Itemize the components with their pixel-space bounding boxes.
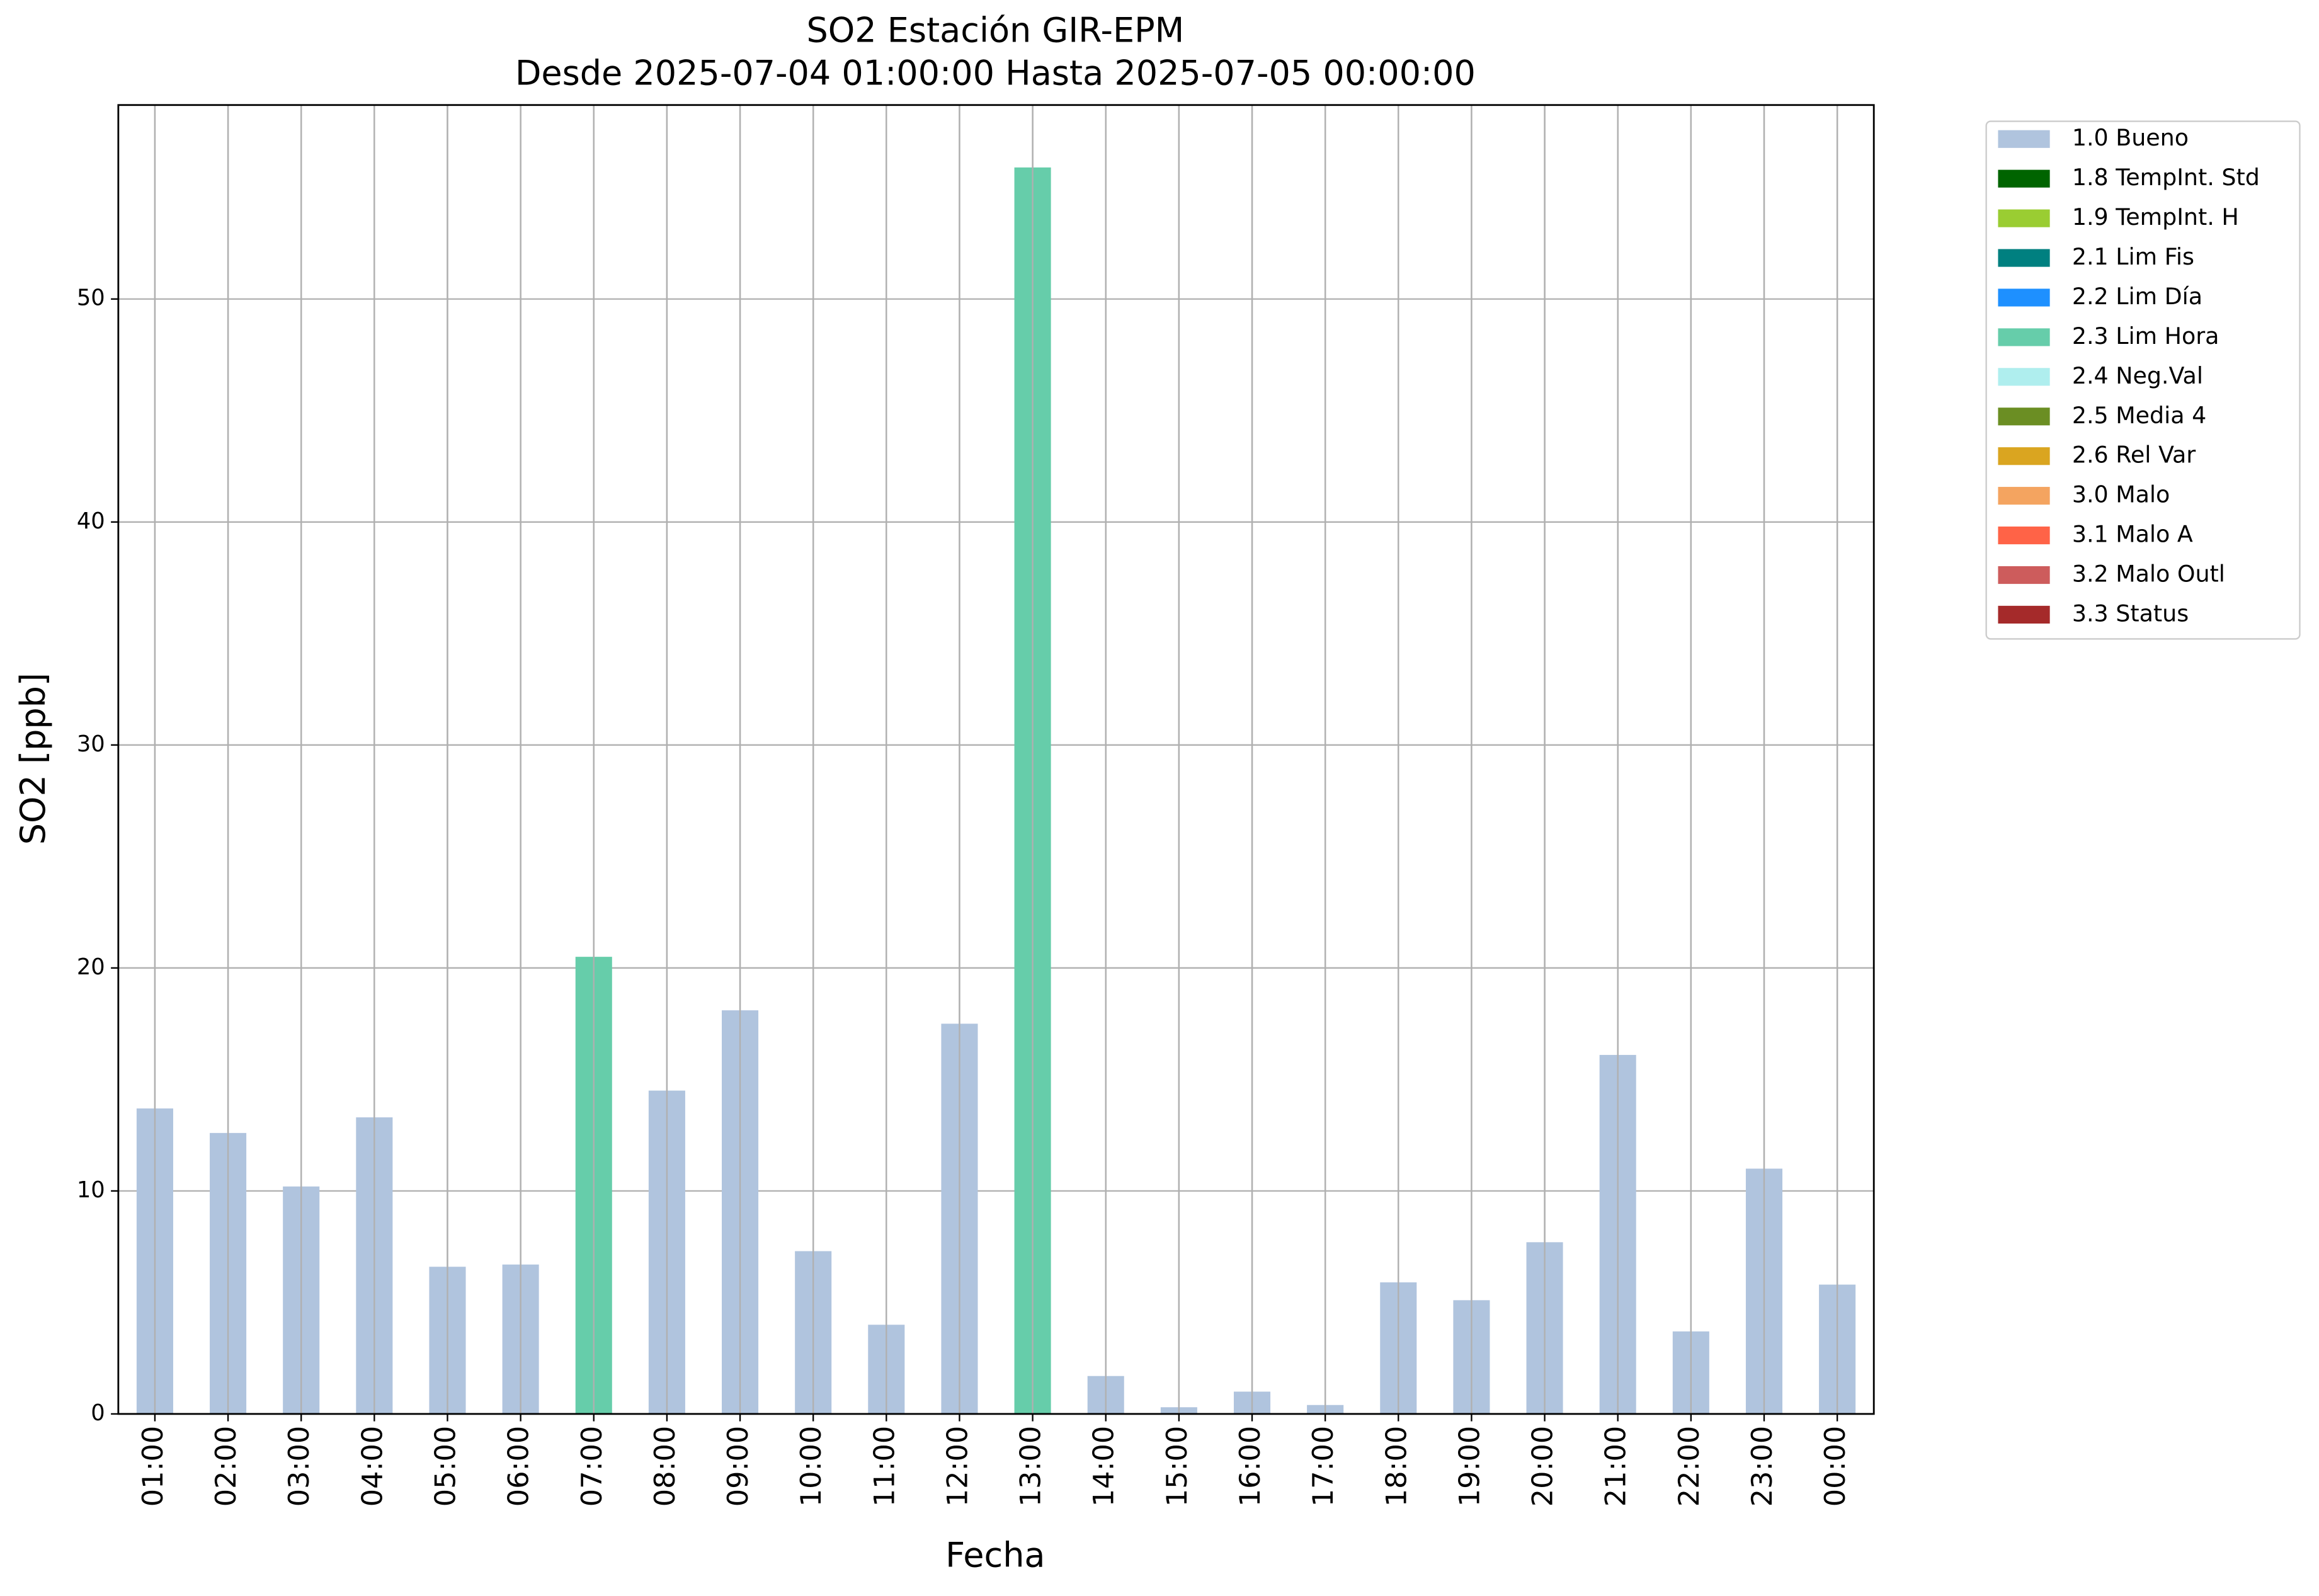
x-tick-label: 04:00 [356, 1426, 389, 1507]
legend-label: 3.0 Malo [2072, 481, 2170, 508]
y-tick-label: 40 [77, 508, 105, 534]
x-tick-label: 13:00 [1015, 1426, 1047, 1507]
legend-swatch [1998, 130, 2050, 148]
x-tick-label: 23:00 [1746, 1426, 1779, 1507]
x-tick-label: 16:00 [1234, 1426, 1267, 1507]
plot-frame [117, 104, 1875, 1415]
y-tick-label: 30 [77, 731, 105, 757]
legend-swatch [1998, 328, 2050, 346]
x-tick-label: 06:00 [503, 1426, 535, 1507]
x-tick-label: 11:00 [868, 1426, 901, 1507]
legend-swatch [1998, 249, 2050, 267]
legend-swatch [1998, 169, 2050, 188]
legend-label: 3.3 Status [2072, 600, 2189, 627]
x-tick-label: 01:00 [137, 1426, 169, 1507]
legend-label: 2.3 Lim Hora [2072, 322, 2219, 350]
x-tick-label: 18:00 [1380, 1426, 1413, 1507]
y-tick-label: 50 [77, 285, 105, 311]
x-tick-label: 03:00 [283, 1426, 316, 1507]
x-tick-label: 09:00 [722, 1426, 755, 1507]
legend-label: 3.2 Malo Outl [2072, 561, 2225, 588]
legend-label: 1.0 Bueno [2072, 124, 2189, 151]
x-tick-label: 21:00 [1600, 1426, 1632, 1507]
x-tick-label: 19:00 [1453, 1426, 1486, 1507]
x-tick-label: 15:00 [1161, 1426, 1194, 1507]
legend-swatch [1998, 526, 2050, 545]
x-tick-label: 17:00 [1307, 1426, 1340, 1507]
legend-label: 2.6 Rel Var [2072, 442, 2196, 469]
x-tick-label: 02:00 [210, 1426, 242, 1507]
legend-label: 2.2 Lim Día [2072, 283, 2202, 310]
legend-swatch [1998, 566, 2050, 584]
x-tick-label: 22:00 [1673, 1426, 1706, 1507]
legend-swatch [1998, 408, 2050, 426]
x-tick-label: 10:00 [795, 1426, 828, 1507]
y-tick-label: 0 [91, 1400, 105, 1426]
legend-label: 2.1 Lim Fis [2072, 243, 2194, 270]
chart-title: SO2 Estación GIR-EPM [806, 10, 1184, 50]
legend-swatch [1998, 605, 2050, 624]
y-axis-label: SO2 [ppb] [13, 673, 53, 845]
x-tick-label: 07:00 [576, 1426, 608, 1507]
legend-swatch [1998, 487, 2050, 505]
x-tick-label: 12:00 [941, 1426, 974, 1507]
legend-label: 3.1 Malo A [2072, 521, 2193, 548]
chart-subtitle: Desde 2025-07-04 01:00:00 Hasta 2025-07-… [515, 53, 1476, 93]
x-tick-label: 00:00 [1819, 1426, 1852, 1507]
x-tick-label: 05:00 [429, 1426, 462, 1507]
y-tick-label: 20 [77, 954, 105, 980]
legend-swatch [1998, 447, 2050, 465]
legend-swatch [1998, 288, 2050, 307]
x-axis-label: Fecha [945, 1535, 1045, 1575]
legend-label: 1.8 TempInt. Std [2072, 164, 2260, 191]
x-tick-label: 20:00 [1527, 1426, 1559, 1507]
legend-box [1985, 120, 2301, 640]
legend-swatch [1998, 368, 2050, 386]
legend-label: 2.4 Neg.Val [2072, 362, 2203, 389]
legend-swatch [1998, 209, 2050, 227]
legend-label: 1.9 TempInt. H [2072, 203, 2239, 231]
y-tick-label: 10 [77, 1177, 105, 1203]
x-tick-label: 14:00 [1088, 1426, 1120, 1507]
x-tick-label: 08:00 [649, 1426, 681, 1507]
legend-label: 2.5 Media 4 [2072, 402, 2206, 429]
